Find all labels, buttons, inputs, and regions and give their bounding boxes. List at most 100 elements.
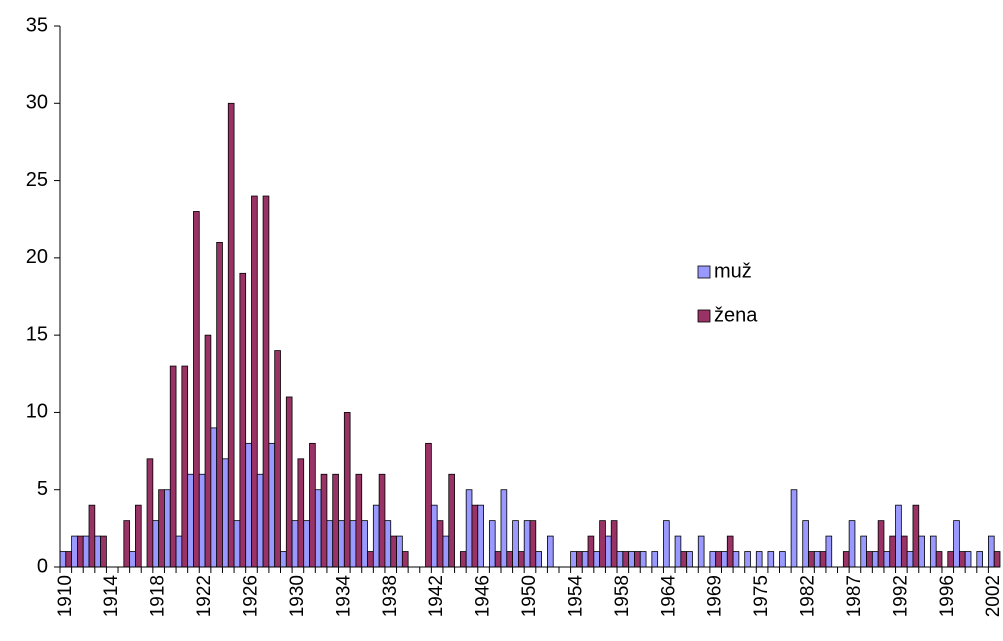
- bar: [82, 535, 90, 568]
- bar: [802, 520, 809, 568]
- legend-swatch: [697, 265, 711, 279]
- bar: [355, 473, 363, 568]
- bar: [448, 473, 455, 568]
- bar: [895, 504, 902, 568]
- x-tick-label: 1930: [287, 575, 308, 617]
- bar: [65, 551, 73, 568]
- bar: [320, 473, 328, 568]
- bar: [372, 504, 380, 568]
- bar: [268, 442, 276, 568]
- x-tick-label: 1914: [101, 575, 122, 618]
- bar: [581, 551, 589, 568]
- x-tick-label: 1975: [751, 575, 772, 617]
- bar: [198, 473, 206, 568]
- bar: [338, 520, 345, 568]
- x-tick-label: 1926: [240, 575, 261, 617]
- bar: [628, 551, 635, 568]
- bar: [135, 504, 142, 568]
- bar: [674, 535, 682, 568]
- legend-label: žena: [714, 304, 758, 326]
- bar: [233, 520, 241, 568]
- bar: [326, 520, 334, 568]
- bar: [918, 535, 925, 568]
- bar: [193, 211, 200, 568]
- bar: [599, 520, 606, 568]
- bar: [396, 535, 403, 568]
- bar: [245, 442, 252, 568]
- x-tick-label: 1996: [937, 575, 958, 617]
- bar: [958, 551, 966, 568]
- bar: [825, 535, 833, 568]
- bar: [819, 551, 827, 568]
- bar: [367, 551, 374, 568]
- bar: [401, 551, 409, 568]
- bar: [488, 520, 496, 568]
- bar: [477, 504, 484, 568]
- x-tick-label: 1954: [565, 575, 586, 618]
- bar: [88, 504, 96, 568]
- bar: [651, 551, 659, 568]
- bar: [570, 551, 577, 568]
- bar: [59, 551, 67, 568]
- x-tick-label: 1946: [473, 575, 494, 617]
- legend-label: muž: [714, 260, 752, 282]
- bar: [686, 551, 693, 568]
- bar: [535, 551, 543, 568]
- bar: [123, 520, 131, 568]
- bar: [697, 535, 705, 568]
- bar: [953, 520, 960, 568]
- bar: [436, 520, 444, 568]
- legend-swatch: [697, 309, 711, 323]
- bar: [842, 551, 850, 568]
- bar: [976, 551, 983, 568]
- bar: [813, 551, 821, 568]
- x-tick-label: 1987: [844, 575, 865, 617]
- bar: [129, 551, 136, 568]
- bar: [889, 535, 896, 568]
- bar: [343, 412, 351, 568]
- bar: [430, 504, 438, 568]
- bar: [744, 551, 751, 568]
- bar: [100, 535, 107, 568]
- bar: [239, 272, 247, 568]
- bar: [987, 535, 995, 568]
- bar: [390, 535, 397, 568]
- bar: [935, 551, 943, 568]
- bar: [378, 473, 386, 568]
- bar: [274, 350, 281, 568]
- x-tick-label: 1938: [380, 575, 401, 617]
- y-tick-label: 5: [37, 478, 48, 500]
- bar: [169, 365, 177, 568]
- bar: [187, 473, 194, 568]
- bar: [523, 520, 531, 568]
- x-tick-label: 1982: [798, 575, 819, 617]
- bar: [500, 489, 508, 568]
- x-tick-label: 1922: [194, 575, 215, 617]
- bar: [314, 489, 322, 568]
- bar: [291, 520, 299, 568]
- bar: [425, 442, 432, 568]
- bar: [877, 520, 885, 568]
- bar: [146, 458, 154, 568]
- bar: [459, 551, 467, 568]
- bar: [883, 551, 891, 568]
- bar: [332, 473, 339, 568]
- bar: [715, 551, 722, 568]
- bar: [227, 102, 235, 568]
- bar: [587, 535, 595, 568]
- y-tick-label: 30: [26, 92, 48, 114]
- x-tick-label: 1969: [705, 575, 726, 617]
- y-tick-label: 35: [26, 14, 48, 36]
- x-tick-label: 1958: [612, 575, 633, 617]
- bar: [384, 520, 392, 568]
- x-tick-label: 1918: [148, 575, 169, 617]
- bar: [471, 504, 479, 568]
- bar: [303, 520, 310, 568]
- bar: [262, 195, 270, 568]
- bar: [94, 535, 102, 568]
- bar: [605, 535, 612, 568]
- bar: [680, 551, 688, 568]
- bar: [755, 551, 763, 568]
